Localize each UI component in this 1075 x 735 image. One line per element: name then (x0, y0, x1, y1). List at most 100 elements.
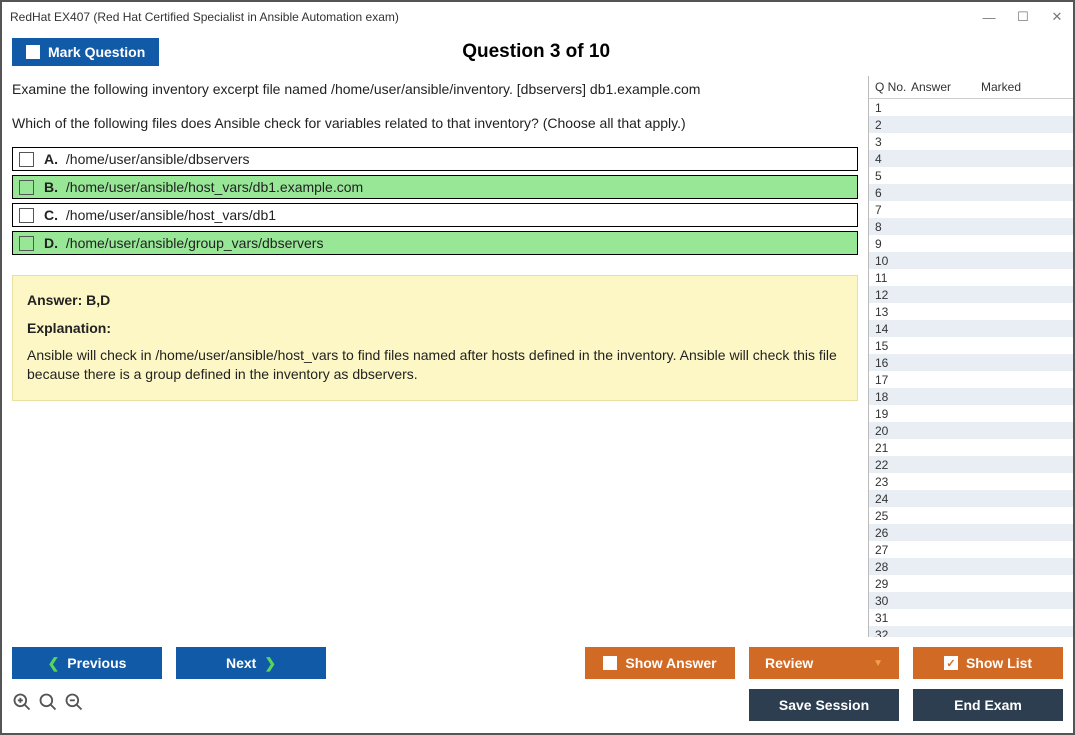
question-row[interactable]: 27 (869, 541, 1073, 558)
answer-label: Answer: B,D (27, 292, 843, 308)
review-label: Review (765, 655, 813, 671)
question-row[interactable]: 12 (869, 286, 1073, 303)
question-row[interactable]: 21 (869, 439, 1073, 456)
option-label: D. /home/user/ansible/group_vars/dbserve… (44, 235, 323, 251)
row-qno: 31 (875, 611, 911, 625)
question-row[interactable]: 14 (869, 320, 1073, 337)
close-icon[interactable]: ✕ (1049, 9, 1065, 25)
question-row[interactable]: 6 (869, 184, 1073, 201)
question-row[interactable]: 20 (869, 422, 1073, 439)
chevron-right-icon: ❯ (264, 655, 276, 672)
row-qno: 23 (875, 475, 911, 489)
header-row: Mark Question Question 3 of 10 (2, 32, 1073, 76)
option-b[interactable]: B. /home/user/ansible/host_vars/db1.exam… (12, 175, 858, 199)
question-row[interactable]: 8 (869, 218, 1073, 235)
explanation-text: Ansible will check in /home/user/ansible… (27, 346, 843, 384)
maximize-icon[interactable]: ☐ (1015, 9, 1031, 25)
question-row[interactable]: 10 (869, 252, 1073, 269)
end-exam-button[interactable]: End Exam (913, 689, 1063, 721)
question-row[interactable]: 23 (869, 473, 1073, 490)
row-qno: 29 (875, 577, 911, 591)
question-row[interactable]: 4 (869, 150, 1073, 167)
explanation-label: Explanation: (27, 320, 843, 336)
question-row[interactable]: 25 (869, 507, 1073, 524)
row-qno: 22 (875, 458, 911, 472)
row-qno: 16 (875, 356, 911, 370)
question-row[interactable]: 17 (869, 371, 1073, 388)
row-qno: 7 (875, 203, 911, 217)
minimize-icon[interactable]: — (981, 10, 997, 25)
question-list[interactable]: 1234567891011121314151617181920212223242… (869, 98, 1073, 637)
checkbox-icon[interactable] (19, 180, 34, 195)
header-answer: Answer (911, 80, 981, 94)
option-d[interactable]: D. /home/user/ansible/group_vars/dbserve… (12, 231, 858, 255)
question-row[interactable]: 18 (869, 388, 1073, 405)
show-answer-button[interactable]: Show Answer (585, 647, 735, 679)
question-row[interactable]: 3 (869, 133, 1073, 150)
zoom-in-icon[interactable] (12, 692, 32, 718)
window-controls: — ☐ ✕ (981, 9, 1065, 25)
question-row[interactable]: 15 (869, 337, 1073, 354)
row-qno: 24 (875, 492, 911, 506)
question-row[interactable]: 9 (869, 235, 1073, 252)
question-row[interactable]: 29 (869, 575, 1073, 592)
row-qno: 11 (875, 271, 911, 285)
row-qno: 25 (875, 509, 911, 523)
question-row[interactable]: 2 (869, 116, 1073, 133)
row-qno: 2 (875, 118, 911, 132)
row-qno: 4 (875, 152, 911, 166)
question-row[interactable]: 24 (869, 490, 1073, 507)
checkbox-icon[interactable] (19, 236, 34, 251)
zoom-controls (12, 692, 84, 718)
checkbox-icon[interactable] (19, 208, 34, 223)
answer-panel: Answer: B,D Explanation: Ansible will ch… (12, 275, 858, 401)
save-session-label: Save Session (779, 697, 869, 713)
zoom-reset-icon[interactable] (38, 692, 58, 718)
save-session-button[interactable]: Save Session (749, 689, 899, 721)
checkbox-icon[interactable] (19, 152, 34, 167)
row-qno: 14 (875, 322, 911, 336)
row-qno: 13 (875, 305, 911, 319)
question-row[interactable]: 22 (869, 456, 1073, 473)
question-row[interactable]: 7 (869, 201, 1073, 218)
row-qno: 10 (875, 254, 911, 268)
question-row[interactable]: 28 (869, 558, 1073, 575)
row-qno: 32 (875, 628, 911, 638)
question-row[interactable]: 26 (869, 524, 1073, 541)
footer-row-primary: ❮ Previous Next ❯ Show Answer Review ▼ ✓… (12, 647, 1063, 679)
footer-row-secondary: Save Session End Exam (12, 689, 1063, 721)
row-qno: 1 (875, 101, 911, 115)
question-row[interactable]: 13 (869, 303, 1073, 320)
question-row[interactable]: 19 (869, 405, 1073, 422)
option-c[interactable]: C. /home/user/ansible/host_vars/db1 (12, 203, 858, 227)
row-qno: 19 (875, 407, 911, 421)
zoom-out-icon[interactable] (64, 692, 84, 718)
question-row[interactable]: 11 (869, 269, 1073, 286)
options-list: A. /home/user/ansible/dbservers B. /home/… (12, 147, 858, 255)
end-exam-label: End Exam (954, 697, 1022, 713)
question-row[interactable]: 16 (869, 354, 1073, 371)
show-list-button[interactable]: ✓ Show List (913, 647, 1063, 679)
question-row[interactable]: 30 (869, 592, 1073, 609)
question-row[interactable]: 31 (869, 609, 1073, 626)
show-answer-label: Show Answer (625, 655, 716, 671)
row-qno: 3 (875, 135, 911, 149)
option-label: C. /home/user/ansible/host_vars/db1 (44, 207, 276, 223)
review-button[interactable]: Review ▼ (749, 647, 899, 679)
row-qno: 15 (875, 339, 911, 353)
previous-button[interactable]: ❮ Previous (12, 647, 162, 679)
checkbox-icon (603, 656, 617, 670)
option-label: A. /home/user/ansible/dbservers (44, 151, 250, 167)
option-a[interactable]: A. /home/user/ansible/dbservers (12, 147, 858, 171)
row-qno: 27 (875, 543, 911, 557)
question-line-2: Which of the following files does Ansibl… (12, 114, 858, 134)
question-row[interactable]: 1 (869, 99, 1073, 116)
row-qno: 26 (875, 526, 911, 540)
question-row[interactable]: 5 (869, 167, 1073, 184)
question-list-panel: Q No. Answer Marked 12345678910111213141… (868, 76, 1073, 637)
question-row[interactable]: 32 (869, 626, 1073, 637)
question-text: Examine the following inventory excerpt … (12, 80, 858, 133)
next-button[interactable]: Next ❯ (176, 647, 326, 679)
row-qno: 20 (875, 424, 911, 438)
question-list-header: Q No. Answer Marked (869, 76, 1073, 98)
